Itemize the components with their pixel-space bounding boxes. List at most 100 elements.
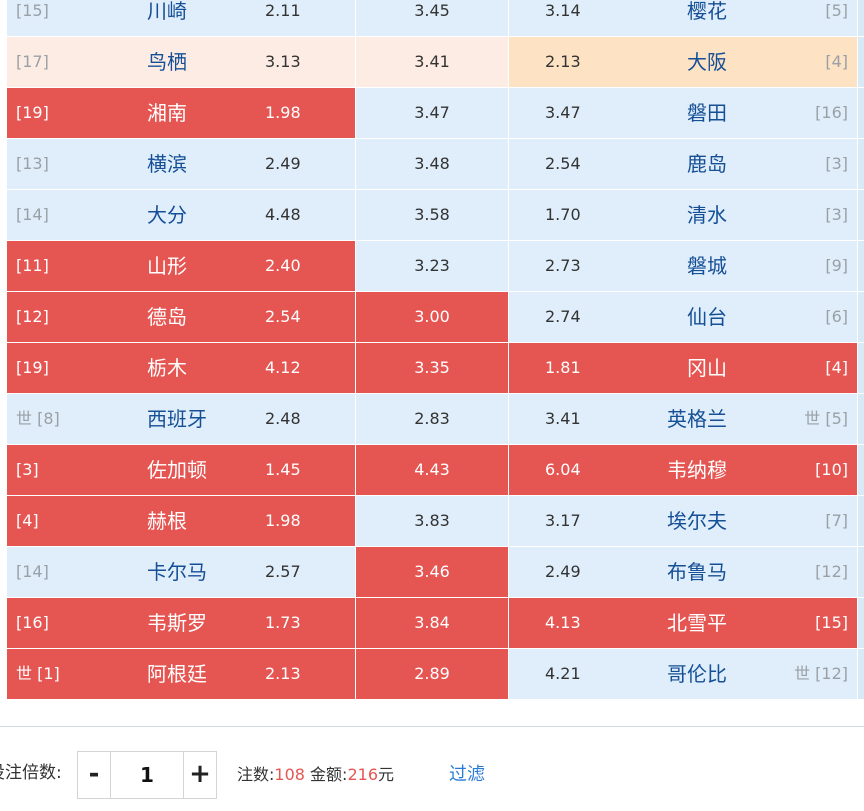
home-win-option[interactable]: [12] 德岛 2.54: [7, 292, 355, 342]
draw-option[interactable]: 3.41: [356, 37, 508, 87]
home-team: 赫根: [147, 509, 187, 533]
home-win-option[interactable]: [13] 横滨 2.49: [7, 139, 355, 189]
away-win-option[interactable]: 3.14 樱花 [5]: [509, 0, 857, 36]
away-win-option[interactable]: 2.73 磐城 [9]: [509, 241, 857, 291]
draw-odds: 3.58: [414, 205, 450, 224]
draw-odds: 3.00: [414, 307, 450, 326]
away-win-option[interactable]: 2.49 布鲁马 [12]: [509, 547, 857, 597]
draw-option[interactable]: 3.35: [356, 343, 508, 393]
row-edge: [858, 0, 864, 36]
away-team: 磐城: [687, 254, 727, 278]
home-team: 西班牙: [147, 407, 207, 431]
home-win-odds: 2.54: [265, 307, 301, 326]
list-bottom-border: [0, 726, 864, 727]
draw-odds: 3.23: [414, 256, 450, 275]
draw-option[interactable]: 3.48: [356, 139, 508, 189]
away-win-odds: 1.70: [545, 205, 581, 224]
match-list: [15] 川崎 2.11 3.45 3.14 樱花 [5] [17] 鸟栖 3.13 3.41 2.1…: [0, 0, 864, 700]
draw-option[interactable]: 4.43: [356, 445, 508, 495]
draw-option[interactable]: 3.45: [356, 0, 508, 36]
away-win-option[interactable]: 3.41 英格兰 世 [5]: [509, 394, 857, 444]
home-win-option[interactable]: 世 [1] 阿根廷 2.13: [7, 649, 355, 699]
away-win-option[interactable]: 6.04 韦纳穆 [10]: [509, 445, 857, 495]
row-edge: [858, 88, 864, 138]
away-win-odds: 2.49: [545, 562, 581, 581]
match-row: 世 [1] 阿根廷 2.13 2.89 4.21 哥伦比 世 [12]: [0, 649, 864, 700]
draw-odds: 3.47: [414, 103, 450, 122]
decrease-multiplier-button[interactable]: -: [78, 752, 111, 798]
home-win-option[interactable]: [15] 川崎 2.11: [7, 0, 355, 36]
away-win-odds: 2.54: [545, 154, 581, 173]
multiplier-input[interactable]: [111, 752, 183, 798]
away-win-option[interactable]: 2.54 鹿岛 [3]: [509, 139, 857, 189]
draw-odds: 3.48: [414, 154, 450, 173]
away-rank: [6]: [825, 307, 848, 326]
draw-option[interactable]: 3.83: [356, 496, 508, 546]
home-team: 栃木: [147, 356, 187, 380]
away-win-option[interactable]: 2.74 仙台 [6]: [509, 292, 857, 342]
filter-link[interactable]: 过滤: [449, 764, 485, 785]
away-rank: [4]: [825, 52, 848, 71]
home-win-option[interactable]: [14] 卡尔马 2.57: [7, 547, 355, 597]
home-win-option[interactable]: [11] 山形 2.40: [7, 241, 355, 291]
away-win-option[interactable]: 4.21 哥伦比 世 [12]: [509, 649, 857, 699]
away-rank: [3]: [825, 154, 848, 173]
home-win-option[interactable]: [3] 佐加顿 1.45: [7, 445, 355, 495]
home-win-odds: 2.13: [265, 664, 301, 683]
away-win-option[interactable]: 3.47 磐田 [16]: [509, 88, 857, 138]
away-rank: [3]: [825, 205, 848, 224]
match-row: [13] 横滨 2.49 3.48 2.54 鹿岛 [3]: [0, 139, 864, 190]
bet-count-label: 注数:: [237, 765, 275, 784]
away-team: 韦纳穆: [667, 458, 727, 482]
home-win-option[interactable]: [19] 湘南 1.98: [7, 88, 355, 138]
draw-option[interactable]: 3.46: [356, 547, 508, 597]
home-win-odds: 1.98: [265, 511, 301, 530]
away-win-odds: 2.74: [545, 307, 581, 326]
row-edge: [858, 496, 864, 546]
draw-option[interactable]: 2.83: [356, 394, 508, 444]
increase-multiplier-button[interactable]: +: [183, 752, 216, 798]
match-row: [4] 赫根 1.98 3.83 3.17 埃尔夫 [7]: [0, 496, 864, 547]
home-win-odds: 2.40: [265, 256, 301, 275]
match-row: [12] 德岛 2.54 3.00 2.74 仙台 [6]: [0, 292, 864, 343]
match-row: [17] 鸟栖 3.13 3.41 2.13 大阪 [4]: [0, 37, 864, 88]
row-edge: [858, 598, 864, 648]
bet-amount-value: 216: [347, 765, 378, 784]
home-win-option[interactable]: [16] 韦斯罗 1.73: [7, 598, 355, 648]
away-team: 大阪: [687, 50, 727, 74]
match-row: [11] 山形 2.40 3.23 2.73 磐城 [9]: [0, 241, 864, 292]
away-team: 仙台: [687, 305, 727, 329]
away-team: 哥伦比: [667, 662, 727, 686]
draw-odds: 3.35: [414, 358, 450, 377]
home-win-option[interactable]: [17] 鸟栖 3.13: [7, 37, 355, 87]
away-win-odds: 3.14: [545, 1, 581, 20]
draw-option[interactable]: 3.84: [356, 598, 508, 648]
match-row: [19] 湘南 1.98 3.47 3.47 磐田 [16]: [0, 88, 864, 139]
away-win-option[interactable]: 3.17 埃尔夫 [7]: [509, 496, 857, 546]
draw-option[interactable]: 2.89: [356, 649, 508, 699]
home-win-option[interactable]: [14] 大分 4.48: [7, 190, 355, 240]
away-team: 樱花: [687, 0, 727, 23]
home-win-option[interactable]: [4] 赫根 1.98: [7, 496, 355, 546]
home-win-option[interactable]: [19] 栃木 4.12: [7, 343, 355, 393]
draw-option[interactable]: 3.23: [356, 241, 508, 291]
row-edge: [858, 190, 864, 240]
home-team: 阿根廷: [147, 662, 207, 686]
draw-odds: 3.45: [414, 1, 450, 20]
home-win-option[interactable]: 世 [8] 西班牙 2.48: [7, 394, 355, 444]
draw-option[interactable]: 3.00: [356, 292, 508, 342]
row-edge: [858, 547, 864, 597]
home-team: 鸟栖: [147, 50, 187, 74]
draw-option[interactable]: 3.58: [356, 190, 508, 240]
away-win-option[interactable]: 1.70 清水 [3]: [509, 190, 857, 240]
away-win-option[interactable]: 4.13 北雪平 [15]: [509, 598, 857, 648]
draw-option[interactable]: 3.47: [356, 88, 508, 138]
away-win-odds: 2.13: [545, 52, 581, 71]
away-win-odds: 1.81: [545, 358, 581, 377]
draw-odds: 2.83: [414, 409, 450, 428]
match-row: [14] 大分 4.48 3.58 1.70 清水 [3]: [0, 190, 864, 241]
away-win-option[interactable]: 2.13 大阪 [4]: [509, 37, 857, 87]
away-win-option[interactable]: 1.81 冈山 [4]: [509, 343, 857, 393]
home-team: 德岛: [147, 305, 187, 329]
draw-odds: 3.46: [414, 562, 450, 581]
